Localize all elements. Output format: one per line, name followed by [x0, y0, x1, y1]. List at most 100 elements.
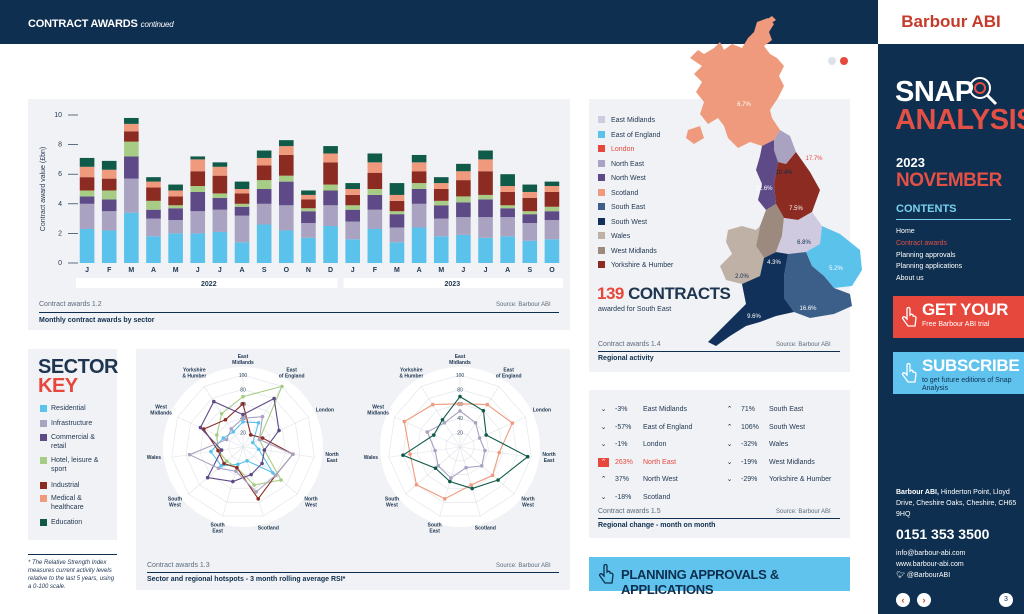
chevron-down-icon: ⌄ — [726, 476, 733, 483]
radar-point — [260, 414, 265, 419]
radar-axis-label: North West — [304, 496, 317, 508]
radar-grid — [228, 432, 258, 462]
bar-segment — [146, 209, 161, 219]
menu-about-us[interactable]: About us — [896, 275, 924, 283]
change-region: North East — [643, 458, 677, 466]
page-number: 3 — [999, 593, 1013, 607]
x-tick-label: M — [438, 267, 444, 274]
legend-swatch — [598, 116, 605, 123]
map-east-of-england — [806, 226, 862, 288]
twitter-link[interactable]: 🐦︎ @BarbourABI — [896, 570, 965, 581]
bar-segment — [367, 162, 383, 173]
legend-swatch — [598, 145, 605, 152]
menu-contract-awards[interactable]: Contract awards — [896, 239, 947, 247]
radar-point — [458, 409, 462, 413]
radar-axis-label: South East — [428, 523, 442, 535]
radar-point — [224, 437, 229, 442]
bar-segment — [500, 191, 515, 206]
regional-legend-item: Yorkshire & Humber — [598, 261, 673, 269]
bar-segment — [345, 221, 361, 240]
map-north-west — [756, 140, 778, 210]
regional-legend-item: South East — [598, 203, 645, 211]
bar-segment — [389, 183, 405, 195]
subscribe-title: SUBSCRIBE — [922, 356, 1020, 375]
radar-point — [236, 462, 240, 467]
x-tick-label: S — [262, 267, 267, 274]
map-orkney — [766, 16, 776, 24]
x-tick-label: O — [549, 267, 555, 274]
x-tick-label: A — [151, 267, 156, 274]
legend-label: Wales — [611, 233, 631, 240]
change-caption: Contract awards 1.5 — [598, 508, 661, 515]
change-region: Yorkshire & Humber — [769, 476, 832, 483]
bar-segment — [345, 183, 361, 189]
bar-segment — [478, 171, 493, 195]
bar-segment — [522, 211, 538, 215]
bar-segment — [389, 211, 405, 215]
radar-grid — [214, 417, 272, 475]
x-tick-label: M — [394, 267, 400, 274]
radar-point — [223, 417, 228, 422]
planning-button[interactable]: PLANNING APPROVALS & APPLICATIONS — [589, 557, 850, 597]
radar-point — [231, 430, 236, 434]
bar-segment — [456, 202, 471, 218]
radar-point — [442, 420, 447, 425]
radar-spoke — [242, 446, 298, 495]
bar-segment — [301, 237, 316, 263]
carousel-dot-2[interactable] — [840, 57, 848, 65]
map-label-south-west: 9.6% — [747, 314, 761, 320]
bar-segment — [301, 199, 316, 209]
bar-segment — [323, 226, 338, 263]
contracts-count: 139 CONTRACTS — [597, 284, 731, 304]
x-tick-label: S — [527, 267, 532, 274]
monthly-bar-chart: 0 2 4 6 8 10 Contract award value (£bn) J F M A M J J… — [40, 112, 563, 288]
legend-swatch — [598, 203, 605, 210]
legend-label: East of England — [611, 131, 661, 139]
chevron-down-icon: ⌄ — [726, 458, 733, 466]
bar-segment — [168, 196, 183, 206]
map-yorkshire — [774, 152, 820, 220]
y-tick-label: 6 — [58, 171, 62, 178]
bar-segment — [544, 206, 560, 212]
carousel-dot-1[interactable] — [828, 57, 836, 65]
bar-segment — [456, 163, 471, 172]
change-region: East Midlands — [643, 406, 687, 413]
radar-point — [229, 427, 234, 431]
web-link[interactable]: www.barbour-abi.com — [896, 561, 964, 568]
radar-axis-label: London — [533, 407, 551, 413]
next-page-button[interactable]: › — [917, 593, 931, 607]
bar-segment — [168, 233, 183, 263]
hotspots-subtitle: Sector and regional hotspots - 3 month r… — [147, 576, 346, 583]
bar-segment — [234, 206, 250, 216]
map-label-west-midlands: 4.3% — [767, 260, 781, 266]
planning-label: PLANNING APPROVALS & APPLICATIONS — [621, 567, 779, 597]
menu-home[interactable]: Home — [896, 228, 915, 235]
menu-planning-applications[interactable]: Planning applications — [896, 263, 963, 271]
change-value: 263% — [615, 458, 633, 466]
sector-title-2: KEY — [38, 375, 78, 397]
radar-point — [449, 476, 453, 480]
barbour-abi-logo[interactable]: Barbour ABI — [878, 0, 1024, 44]
email-link[interactable]: info@barbour-abi.com — [896, 550, 966, 557]
change-row: ⌄ -3% East Midlands — [598, 405, 687, 414]
key-label: Industrial — [51, 482, 80, 489]
free-trial-button[interactable]: GET YOUR Free Barbour ABI trial — [893, 296, 1024, 338]
map-northern-ireland — [686, 126, 704, 144]
radar-axis-label: North West — [521, 496, 534, 508]
legend-swatch — [598, 188, 605, 196]
prev-page-button[interactable]: ‹ — [896, 593, 910, 607]
subscribe-button[interactable]: SUBSCRIBE to get future editions of Snap… — [893, 352, 1024, 394]
bar-segment — [168, 205, 183, 209]
radar-axis-label: South West — [385, 496, 399, 508]
radar-axis-label: Yorkshire & Humber — [399, 368, 423, 380]
radar-spoke — [171, 446, 244, 458]
bar-segment — [190, 171, 206, 187]
header-bar: CONTRACT AWARDS continued — [0, 0, 878, 44]
map-label-yorkshire: 7.5% — [789, 206, 803, 212]
menu-planning-approvals[interactable]: Planning approvals — [896, 251, 956, 259]
bar-segment — [79, 177, 95, 191]
address-text: Hinderton Point, Lloyd Drive, Cheshire O… — [896, 489, 1017, 518]
phone-number[interactable]: 0151 353 3500 — [896, 526, 990, 542]
bar-segment — [500, 217, 515, 237]
bar-segment — [456, 217, 471, 235]
